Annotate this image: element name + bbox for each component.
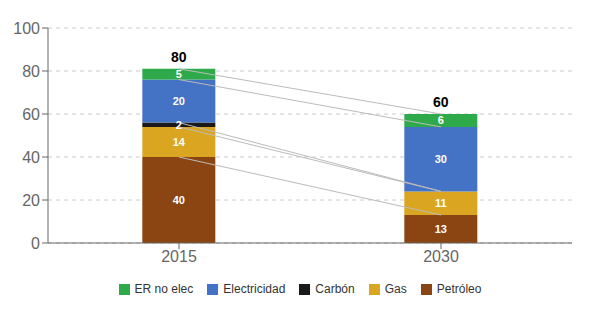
svg-text:60: 60 (22, 106, 40, 123)
svg-text:80: 80 (171, 49, 187, 65)
svg-text:60: 60 (433, 94, 449, 110)
svg-text:5: 5 (176, 68, 182, 80)
svg-text:2030: 2030 (423, 248, 459, 265)
svg-text:6: 6 (438, 114, 444, 126)
svg-text:13: 13 (435, 223, 447, 235)
svg-text:11: 11 (435, 197, 447, 209)
svg-text:100: 100 (13, 20, 40, 37)
svg-text:40: 40 (22, 149, 40, 166)
html-text:Petróleo: Petróleo (436, 282, 482, 296)
svg-text:14: 14 (173, 136, 186, 148)
svg-text:2015: 2015 (161, 248, 197, 265)
svg-text:80: 80 (22, 63, 40, 80)
html-text:Carbón: Carbón (315, 282, 355, 296)
svg-text:20: 20 (173, 95, 185, 107)
html-text:ER no elec: ER no elec (134, 282, 194, 296)
svg-text:2: 2 (176, 119, 182, 131)
html-text:Gas: Gas (384, 282, 407, 296)
svg-text:30: 30 (435, 153, 447, 165)
svg-text:40: 40 (173, 194, 185, 206)
svg-text:0: 0 (31, 235, 40, 252)
html-text:Electricidad: Electricidad (223, 282, 286, 296)
svg-text:20: 20 (22, 192, 40, 209)
